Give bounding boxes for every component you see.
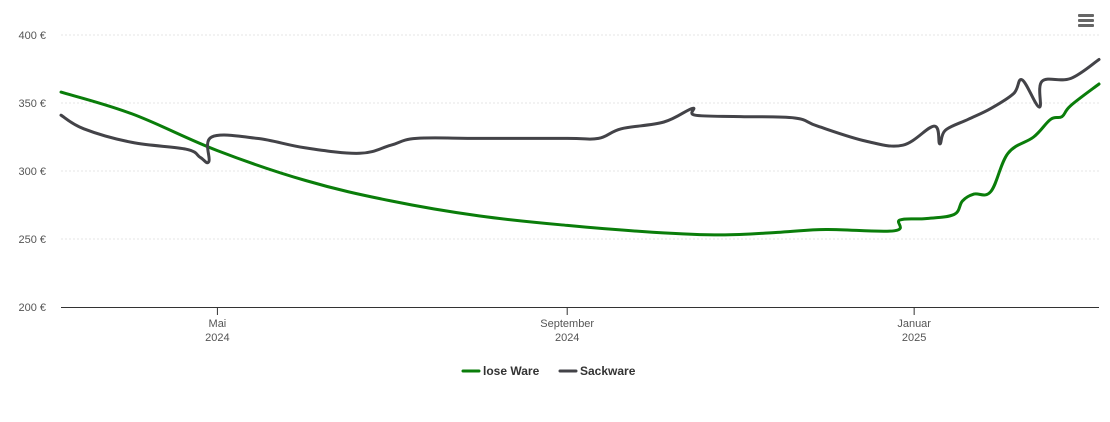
y-tick-label: 350 € [18, 98, 46, 110]
series-line-0[interactable] [59, 82, 1101, 237]
legend-item-1[interactable]: Sackware [558, 364, 636, 378]
y-tick-label: 250 € [18, 234, 46, 246]
legend-label: lose Ware [483, 364, 540, 378]
legend[interactable]: lose Ware Sackware [461, 364, 636, 378]
x-tick-label-year: 2024 [555, 332, 579, 344]
legend-label: Sackware [580, 364, 636, 378]
series-line-1[interactable] [59, 58, 1101, 165]
x-tick-label-year: 2024 [205, 332, 229, 344]
legend-item-0[interactable]: lose Ware [461, 364, 540, 378]
x-tick-label-year: 2025 [902, 332, 926, 344]
grid-lines [61, 34, 1099, 240]
x-tick-label-month: Mai [209, 318, 227, 330]
series-group [59, 58, 1101, 237]
y-tick-label: 200 € [18, 302, 46, 314]
y-tick-label: 300 € [18, 166, 46, 178]
hamburger-menu-icon[interactable] [1076, 12, 1098, 32]
x-axis: Mai 2024 September 2024 Januar 2025 [61, 307, 1099, 344]
x-tick-label-month: Januar [897, 318, 931, 330]
y-tick-label: 400 € [18, 30, 46, 42]
x-tick-label-month: September [540, 318, 594, 330]
y-axis-labels: 200 € 250 € 300 € 350 € 400 € [18, 30, 46, 314]
